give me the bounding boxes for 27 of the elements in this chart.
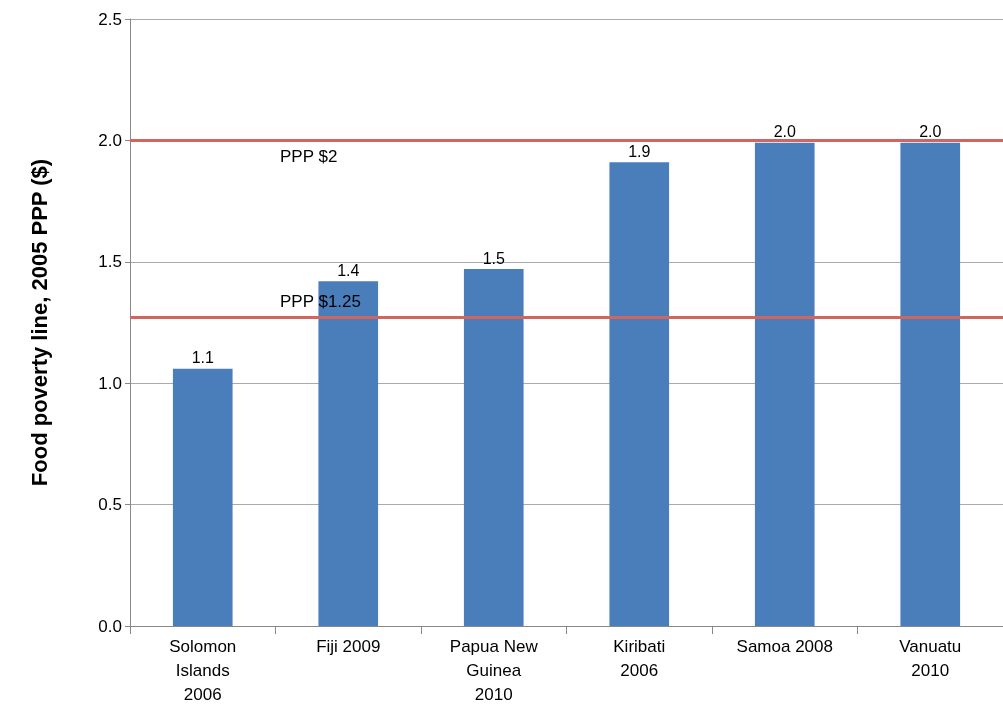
- x-tick-label: Fiji 2009: [316, 636, 381, 656]
- data-label: 1.9: [628, 142, 651, 160]
- y-tick-label: 0.5: [98, 495, 122, 515]
- bar: [318, 281, 379, 626]
- x-tick-label: Samoa 2008: [736, 636, 833, 656]
- data-label: 1.5: [482, 249, 505, 267]
- y-tick-label: 0.0: [98, 616, 122, 636]
- y-axis-title: Food poverty line, 2005 PPP ($): [26, 158, 52, 487]
- data-label: 1.1: [191, 349, 214, 367]
- bar: [754, 142, 815, 626]
- data-label: 2.0: [773, 123, 796, 141]
- bar: [900, 142, 961, 626]
- bar: [463, 269, 524, 626]
- bar: [609, 162, 670, 626]
- x-tick-label: Vanuatu 2010: [899, 636, 962, 680]
- x-tick-label: Kiribati 2006: [613, 636, 666, 680]
- ref-line-label: PPP $1.25: [280, 291, 361, 311]
- y-tick-label: 2.0: [98, 130, 122, 150]
- x-tick-label: Papua New Guinea 2010: [449, 636, 539, 704]
- bar: [172, 368, 233, 626]
- ref-line-label: PPP $2: [280, 147, 338, 167]
- data-label: 2.0: [919, 123, 942, 141]
- x-tick-label: Solomon Islands 2006: [169, 636, 237, 704]
- data-label: 1.4: [337, 261, 360, 279]
- y-tick-label: 1.0: [98, 373, 122, 393]
- y-tick-label: 1.5: [98, 252, 122, 272]
- y-tick-label: 2.5: [98, 9, 122, 29]
